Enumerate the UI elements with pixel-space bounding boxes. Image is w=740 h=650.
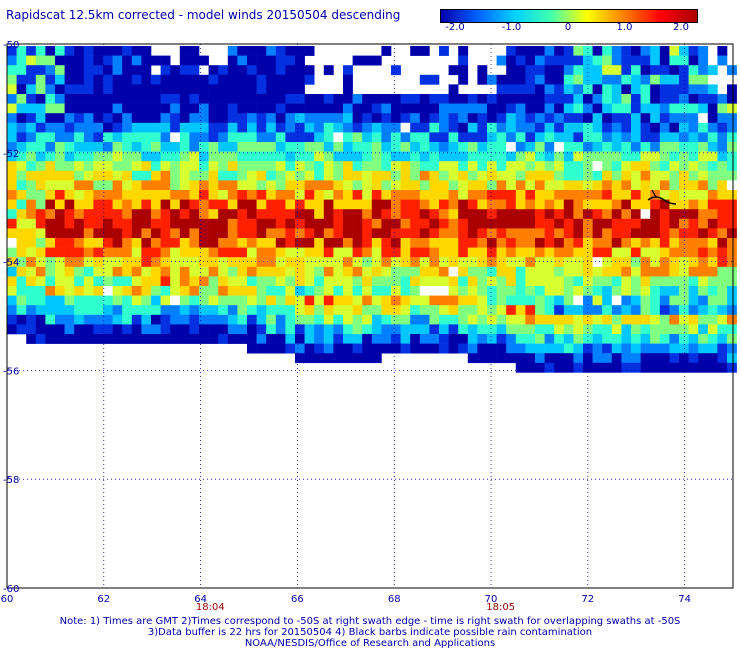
longitude-tick-label: 64: [194, 594, 207, 605]
color-scale-tick-label: 0: [564, 22, 572, 33]
note-line-3: NOAA/NESDIS/Office of Research and Appli…: [244, 638, 496, 649]
axis-tick-labels: 60 62 64 66 68 70 72 74 -50 -52 -54 -56 -58 -60: [1, 40, 691, 605]
latitude-tick-label: -60: [3, 584, 19, 595]
color-scale-tick-label: -1.0: [501, 22, 522, 33]
swath-time-label: 18:05: [486, 602, 515, 613]
swath-data-layer: [7, 46, 737, 373]
latitude-tick-label: -50: [3, 40, 19, 51]
color-scale-tick-label: -2.0: [445, 22, 465, 33]
map-frame: [6, 43, 734, 589]
note-line-2: 3)Data buffer is 22 hrs for 20150504 4) …: [147, 627, 593, 638]
longitude-tick-label: 68: [388, 594, 401, 605]
latitude-tick-label: -54: [3, 258, 19, 269]
latitude-tick-label: -52: [3, 149, 19, 160]
map-title: Rapidscat 12.5km corrected - model winds…: [6, 8, 401, 22]
latitude-tick-label: -56: [3, 366, 19, 377]
longitude-tick-label: 72: [581, 594, 594, 605]
rain-contamination-barb-icon: [647, 189, 677, 205]
note-line-1: Note: 1) Times are GMT 2)Times correspon…: [59, 616, 681, 627]
swath-time-labels: 18:04 18:05: [196, 602, 515, 613]
longitude-tick-label: 70: [485, 594, 498, 605]
longitude-tick-label: 74: [678, 594, 691, 605]
latitude-tick-label: -58: [3, 475, 19, 486]
longitude-tick-label: 60: [1, 594, 14, 605]
longitude-tick-label: 62: [97, 594, 110, 605]
color-scale-tick-label: 1.0: [616, 22, 633, 33]
color-scale-tick-label: 2.0: [673, 22, 689, 33]
swath-time-label: 18:04: [196, 602, 225, 613]
longitude-tick-label: 66: [291, 594, 304, 605]
color-scale-bar: [440, 9, 698, 23]
